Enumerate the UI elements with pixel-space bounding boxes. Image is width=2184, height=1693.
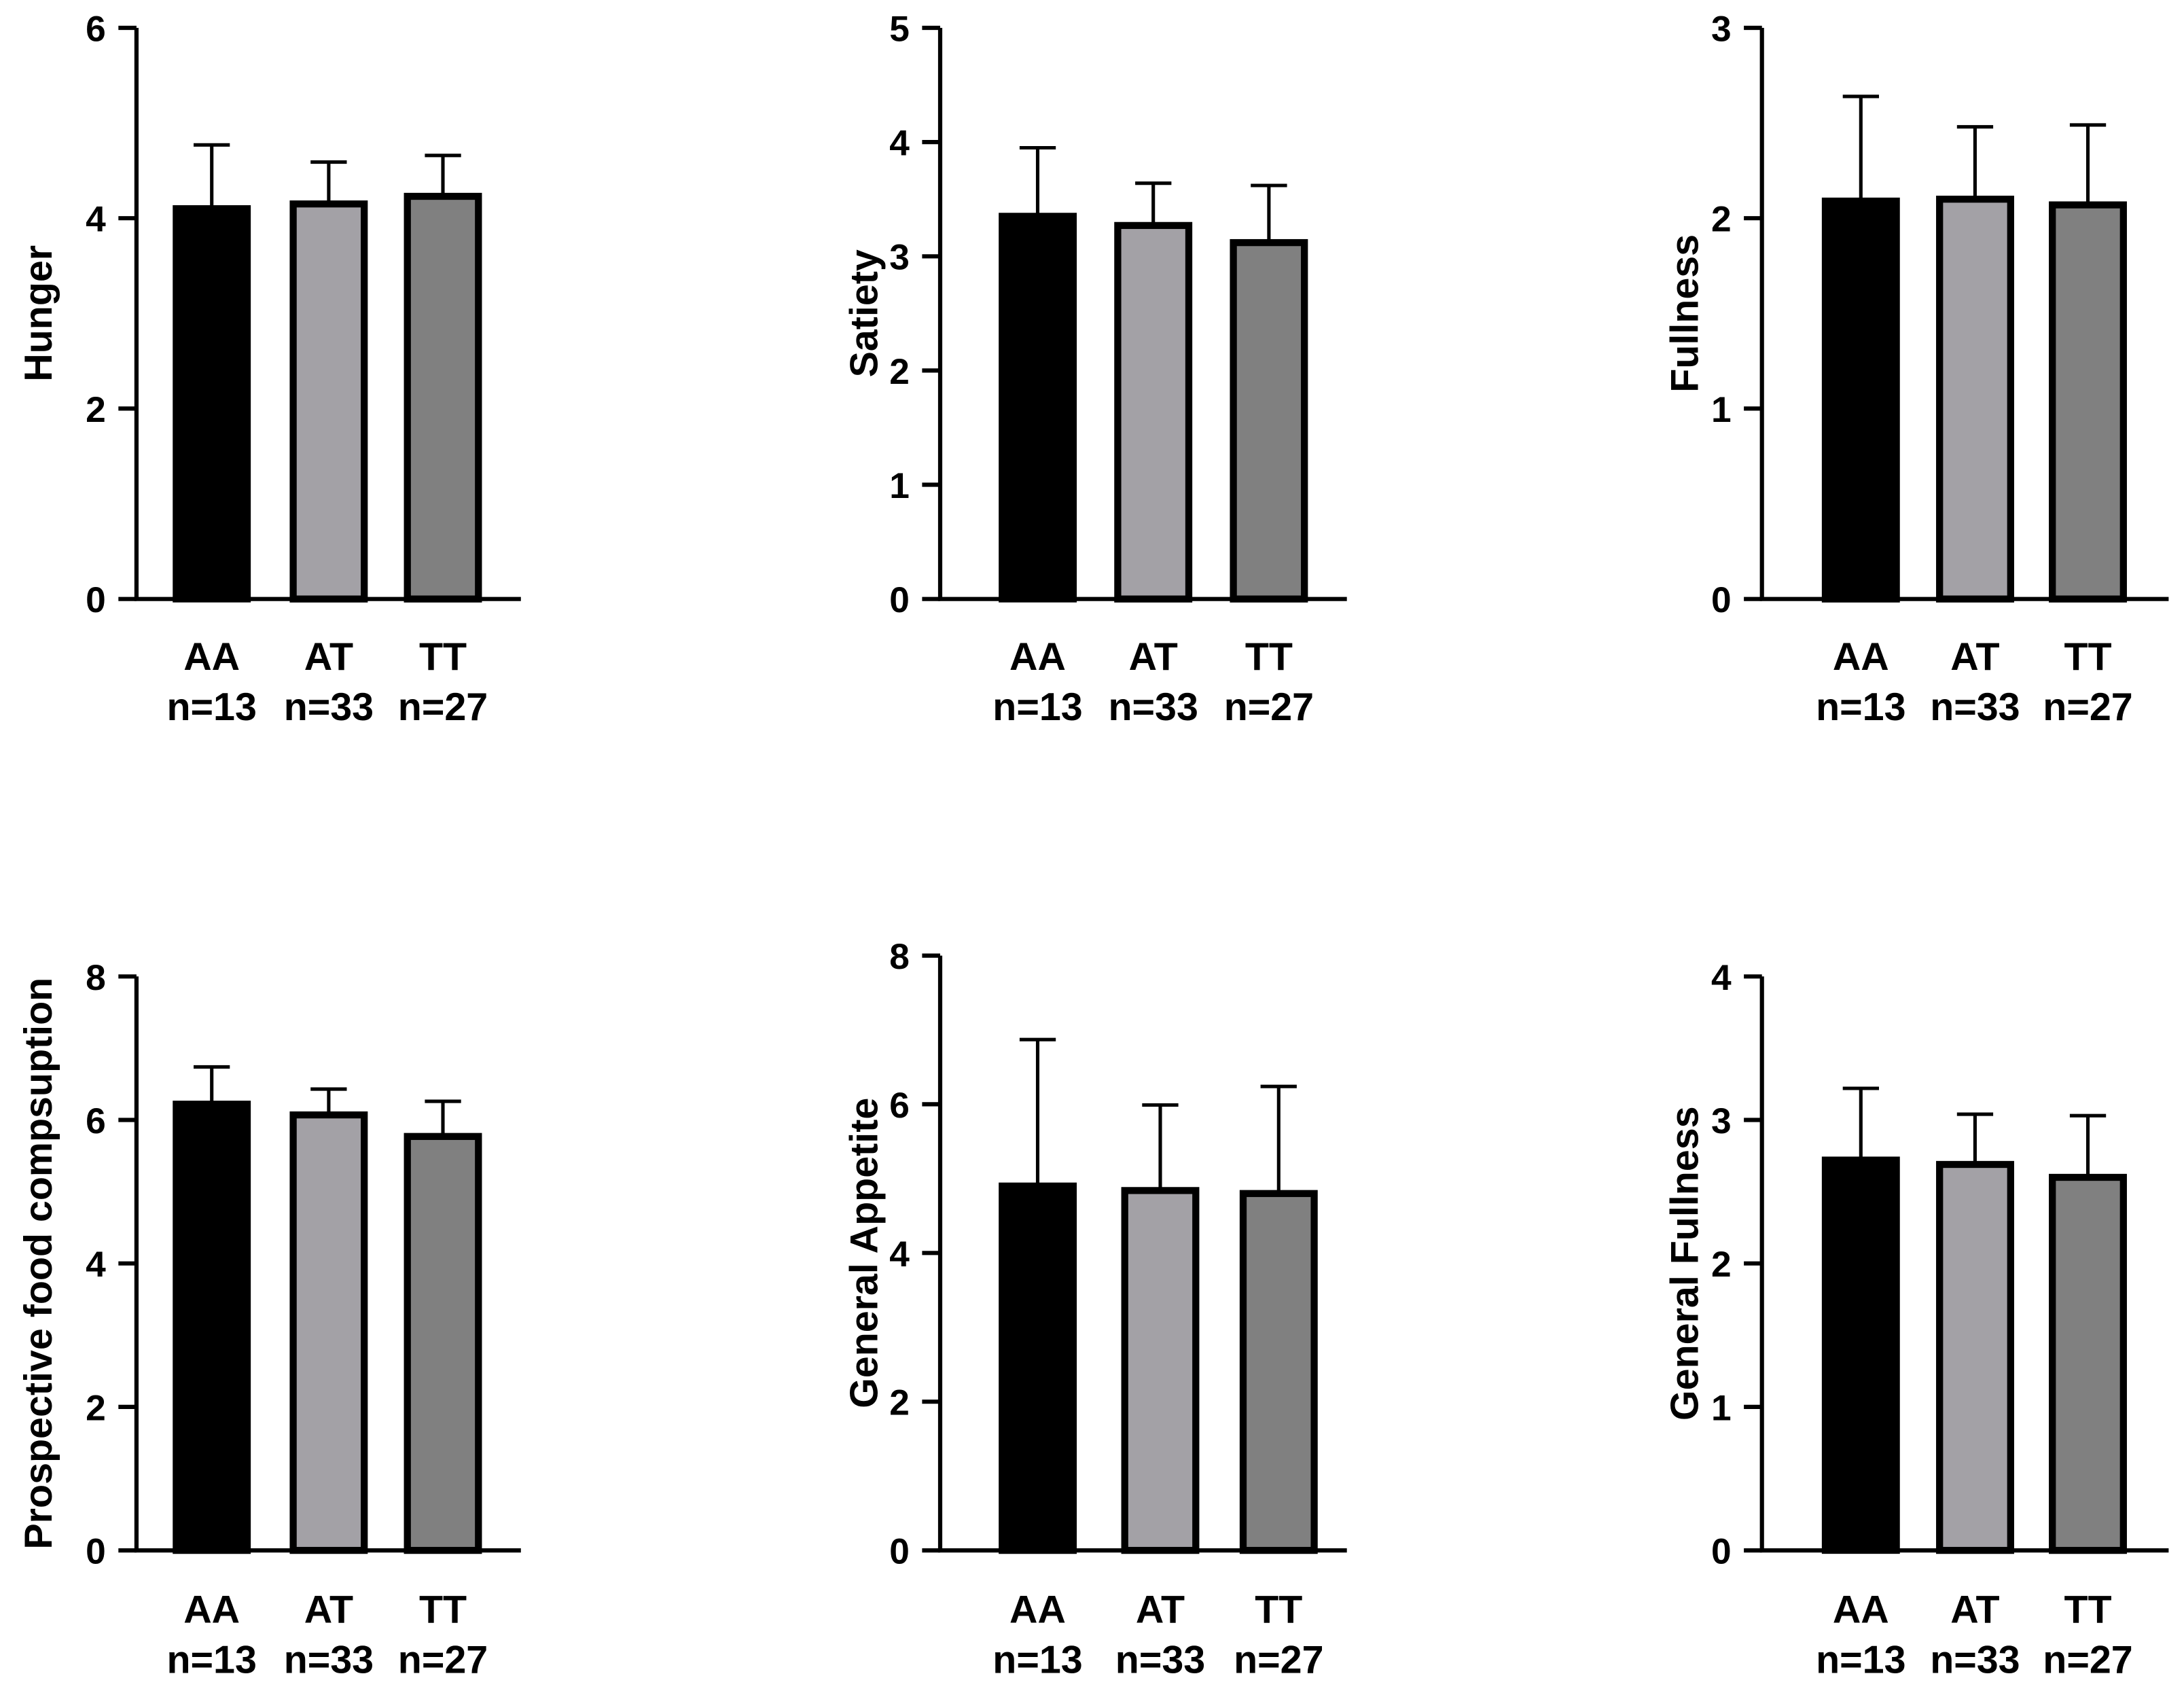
category-label: AA <box>183 1588 240 1632</box>
y-tick-label: 1 <box>1711 390 1732 430</box>
y-tick-label: 0 <box>86 1532 106 1572</box>
chart-panel-4: 0 2 4 6 8 Prospective food compsuption AA n=13 A… <box>17 958 521 1682</box>
category-label: AT <box>1136 1588 1185 1632</box>
bar-at <box>289 200 368 603</box>
sample-size-label: n=27 <box>398 685 488 729</box>
bar-at <box>1121 1187 1200 1554</box>
bar-at <box>1936 1160 2014 1554</box>
y-tick-label: 4 <box>889 124 910 164</box>
y-tick-label: 1 <box>1711 1388 1732 1428</box>
y-tick-label: 2 <box>1711 200 1732 240</box>
y-tick-label: 6 <box>86 10 106 50</box>
category-label: AT <box>304 1588 353 1632</box>
bar-tt <box>2049 201 2127 603</box>
y-tick-label: 3 <box>1711 1101 1732 1141</box>
category-label: AA <box>1833 1588 1889 1632</box>
category-label: TT <box>419 1588 467 1632</box>
bar-tt <box>1230 238 1308 603</box>
y-tick-label: 2 <box>889 352 910 392</box>
sample-size-label: n=27 <box>398 1639 488 1682</box>
sample-size-label: n=13 <box>166 1639 256 1682</box>
category-label: AA <box>1009 1588 1066 1632</box>
y-tick-label: 0 <box>889 1532 910 1572</box>
sample-size-label: n=27 <box>1224 685 1314 729</box>
sample-size-label: n=13 <box>166 685 256 729</box>
y-tick-label: 4 <box>1711 958 1732 998</box>
bar-aa <box>1821 197 1900 603</box>
y-tick-label: 4 <box>889 1234 910 1275</box>
bar-aa <box>999 1182 1077 1554</box>
sample-size-label: n=27 <box>2043 1639 2132 1682</box>
y-tick-label: 0 <box>1711 580 1732 620</box>
y-tick-label: 1 <box>889 466 910 506</box>
y-tick-label: 2 <box>86 390 106 430</box>
y-axis-label: General Appetite <box>843 1098 887 1408</box>
category-label: TT <box>419 635 467 679</box>
category-label: TT <box>2064 1588 2111 1632</box>
bar-aa <box>173 1101 251 1554</box>
y-tick-label: 8 <box>86 958 106 998</box>
category-label: AA <box>183 635 240 679</box>
category-label: AT <box>304 635 353 679</box>
category-label: TT <box>1245 635 1293 679</box>
bar-at <box>289 1111 368 1554</box>
category-label: TT <box>1255 1588 1302 1632</box>
y-tick-label: 8 <box>889 937 910 977</box>
bar-tt <box>404 192 482 603</box>
sample-size-label: n=13 <box>992 685 1082 729</box>
y-axis-label: General Fullness <box>1663 1106 1706 1421</box>
y-tick-label: 4 <box>86 1245 106 1285</box>
y-tick-label: 4 <box>86 200 106 240</box>
bar-tt <box>2049 1173 2127 1554</box>
sample-size-label: n=13 <box>1816 685 1905 729</box>
y-tick-label: 2 <box>889 1383 910 1423</box>
y-axis-label: Hunger <box>17 245 60 382</box>
sample-size-label: n=33 <box>1108 685 1198 729</box>
y-tick-label: 0 <box>86 580 106 620</box>
bar-aa <box>1821 1156 1900 1554</box>
y-tick-label: 6 <box>889 1086 910 1126</box>
sample-size-label: n=27 <box>2043 685 2132 729</box>
y-tick-label: 0 <box>1711 1532 1732 1572</box>
y-axis-label: Satiety <box>843 249 887 377</box>
chart-panel-2: 0 1 2 3 4 5 Satiety AA n=13 AT n=33 TT n=27 <box>843 10 1347 729</box>
y-tick-label: 5 <box>889 10 910 50</box>
chart-panel-5: 0 2 4 6 8 General Appetite AA n=13 AT n=33 TT n=27 <box>843 937 1347 1682</box>
sample-size-label: n=33 <box>1930 685 2020 729</box>
sample-size-label: n=13 <box>992 1639 1082 1682</box>
bar-aa <box>173 205 251 603</box>
category-label: AT <box>1129 635 1178 679</box>
bar-aa <box>999 213 1077 603</box>
chart-panel-3: 0 1 2 3 Fullness AA n=13 AT n=33 TT n=27 <box>1663 10 2169 729</box>
bar-at <box>1936 196 2014 603</box>
y-axis-label: Fullness <box>1663 234 1706 393</box>
category-label: AA <box>1009 635 1066 679</box>
y-tick-label: 2 <box>1711 1245 1732 1285</box>
sample-size-label: n=33 <box>284 685 374 729</box>
sample-size-label: n=13 <box>1816 1639 1905 1682</box>
bar-tt <box>1239 1190 1318 1554</box>
bar-tt <box>404 1133 482 1554</box>
y-tick-label: 6 <box>86 1101 106 1141</box>
y-tick-label: 2 <box>86 1388 106 1428</box>
category-label: AT <box>1950 1588 1999 1632</box>
y-tick-label: 3 <box>1711 10 1732 50</box>
y-tick-label: 3 <box>889 238 910 278</box>
sample-size-label: n=33 <box>1930 1639 2020 1682</box>
sample-size-label: n=33 <box>284 1639 374 1682</box>
category-label: AA <box>1833 635 1889 679</box>
category-label: AT <box>1950 635 1999 679</box>
y-tick-label: 0 <box>889 580 910 620</box>
sample-size-label: n=33 <box>1115 1639 1205 1682</box>
y-axis-label: Prospective food compsuption <box>17 978 60 1550</box>
chart-panel-6: 0 1 2 3 4 General Fullness AA n=13 AT n=33 TT n=27 <box>1663 958 2169 1682</box>
chart-panel-1: 0 2 4 6 Hunger AA n=13 AT n=33 TT n=27 <box>17 10 521 729</box>
category-label: TT <box>2064 635 2111 679</box>
bar-at <box>1114 221 1193 603</box>
sample-size-label: n=27 <box>1234 1639 1323 1682</box>
